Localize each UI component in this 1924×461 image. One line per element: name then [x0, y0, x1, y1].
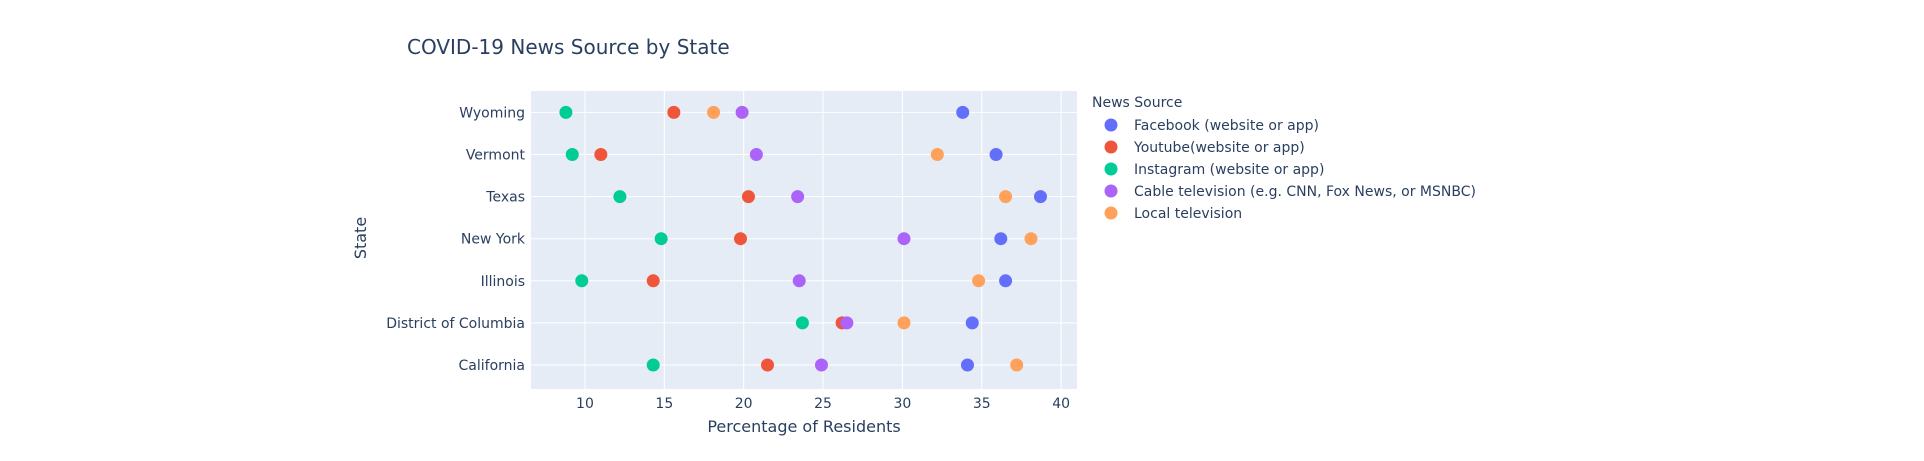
x-tick-label: 30 [893, 396, 911, 412]
legend[interactable]: News Source Facebook (website or app) You… [1092, 95, 1476, 222]
legend-item[interactable]: Local television [1104, 206, 1243, 222]
data-point[interactable] [749, 148, 763, 161]
data-point[interactable] [646, 274, 660, 288]
data-point[interactable] [1033, 190, 1047, 204]
data-point[interactable] [814, 358, 828, 372]
data-point[interactable] [897, 316, 911, 330]
data-point[interactable] [646, 358, 660, 372]
legend-item[interactable]: Youtube(website or app) [1104, 140, 1305, 156]
data-point[interactable] [707, 105, 721, 119]
data-point[interactable] [960, 358, 974, 372]
data-point[interactable] [594, 148, 608, 161]
x-tick-label: 20 [735, 396, 753, 412]
data-points [559, 105, 1047, 372]
data-point[interactable] [735, 105, 749, 119]
data-point[interactable] [1010, 358, 1024, 372]
data-point[interactable] [575, 274, 589, 288]
legend-marker [1104, 140, 1118, 154]
y-tick-label: Wyoming [459, 105, 525, 121]
data-point[interactable] [897, 232, 911, 246]
y-tick-label: California [459, 358, 525, 374]
x-axis-title: Percentage of Residents [707, 417, 900, 436]
legend-marker [1104, 206, 1118, 220]
y-tick-label: Illinois [481, 274, 525, 290]
legend-title: News Source [1092, 95, 1182, 111]
legend-label: Youtube(website or app) [1133, 140, 1305, 156]
y-axis-title: State [351, 217, 370, 259]
chart-title: COVID-19 News Source by State [407, 35, 730, 59]
data-point[interactable] [734, 232, 748, 246]
data-point[interactable] [1024, 232, 1038, 246]
y-tick-label: Texas [485, 190, 525, 206]
legend-label: Cable television (e.g. CNN, Fox News, or… [1134, 184, 1476, 200]
legend-label: Facebook (website or app) [1134, 118, 1319, 134]
legend-item[interactable]: Cable television (e.g. CNN, Fox News, or… [1104, 184, 1476, 200]
legend-item[interactable]: Instagram (website or app) [1104, 162, 1325, 178]
y-axis-ticks: California District of Columbia Illinois Ne… [386, 105, 526, 374]
x-tick-label: 35 [973, 396, 991, 412]
data-point[interactable] [999, 190, 1013, 204]
legend-marker [1104, 162, 1118, 176]
legend-label: Local television [1134, 206, 1242, 222]
data-point[interactable] [559, 105, 573, 119]
x-tick-label: 25 [814, 396, 832, 412]
data-point[interactable] [999, 274, 1013, 288]
data-point[interactable] [994, 232, 1008, 246]
data-point[interactable] [972, 274, 986, 288]
data-point[interactable] [989, 148, 1003, 161]
x-tick-label: 15 [655, 396, 673, 412]
data-point[interactable] [792, 274, 806, 288]
legend-marker [1104, 118, 1118, 132]
data-point[interactable] [565, 148, 579, 161]
data-point[interactable] [965, 316, 979, 330]
x-tick-label: 10 [576, 396, 594, 412]
data-point[interactable] [840, 316, 854, 330]
x-axis-ticks: 10 15 20 25 30 35 40 [576, 396, 1070, 412]
data-point[interactable] [930, 148, 944, 161]
y-tick-label: Vermont [466, 148, 526, 164]
x-tick-label: 40 [1052, 396, 1070, 412]
legend-marker [1104, 184, 1118, 198]
data-point[interactable] [654, 232, 668, 246]
y-tick-label: New York [461, 232, 526, 248]
data-point[interactable] [741, 190, 755, 204]
data-point[interactable] [956, 105, 970, 119]
data-point[interactable] [791, 190, 805, 204]
data-point[interactable] [795, 316, 809, 330]
legend-label: Instagram (website or app) [1134, 162, 1324, 178]
data-point[interactable] [613, 190, 627, 204]
y-tick-label: District of Columbia [386, 316, 525, 332]
legend-item[interactable]: Facebook (website or app) [1104, 118, 1319, 134]
data-point[interactable] [760, 358, 774, 372]
data-point[interactable] [667, 105, 681, 119]
plot-area [531, 91, 1077, 389]
